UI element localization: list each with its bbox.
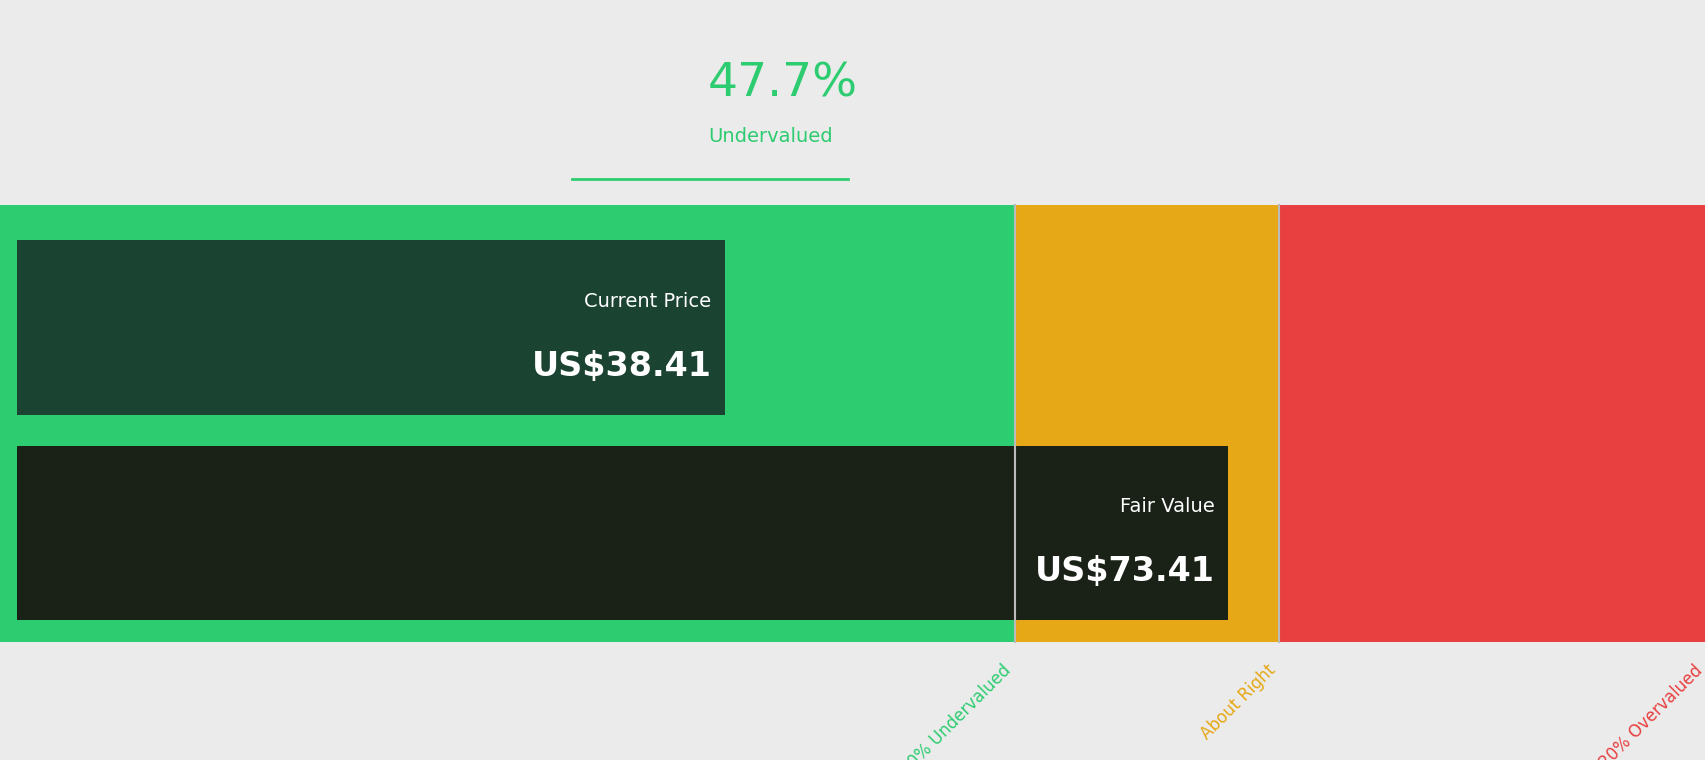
Bar [0,205,1014,642]
Text: 20% Undervalued: 20% Undervalued [897,661,1014,760]
Text: About Right: About Right [1197,661,1279,743]
Text: 47.7%: 47.7% [708,61,858,106]
Text: Fair Value: Fair Value [1118,497,1214,516]
Bar [17,445,1228,620]
Bar [17,240,725,415]
Text: 20% Overvalued: 20% Overvalued [1594,661,1705,760]
Text: US$73.41: US$73.41 [1035,555,1214,588]
Bar [1014,205,1279,642]
Text: Undervalued: Undervalued [708,128,832,147]
Bar [1279,205,1705,642]
Text: US$38.41: US$38.41 [532,350,711,382]
Text: Current Price: Current Price [583,292,711,311]
